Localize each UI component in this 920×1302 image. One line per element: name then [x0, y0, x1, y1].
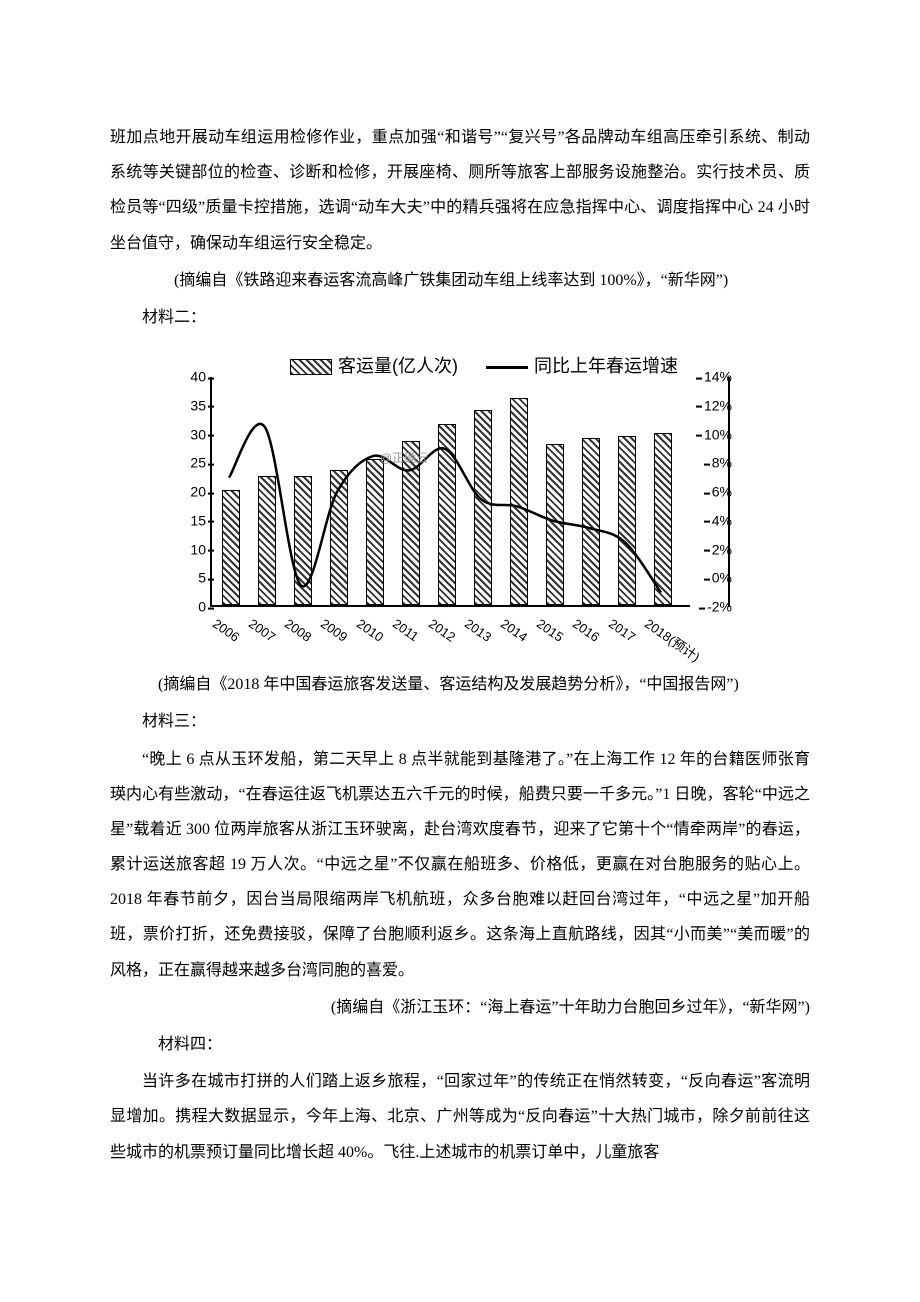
bar — [330, 470, 348, 605]
y2-tick: 6% — [712, 477, 732, 508]
bar — [222, 490, 240, 605]
y1-tick: 10 — [180, 534, 206, 565]
y2-tick: 2% — [712, 534, 732, 565]
watermark: @正确云 — [380, 445, 428, 471]
x-tick: 2012 — [422, 611, 462, 651]
y2-tick: 4% — [712, 505, 732, 536]
y1-tick: 0 — [180, 592, 206, 623]
x-tick: 2014 — [494, 611, 534, 651]
x-tick: 2009 — [314, 611, 354, 651]
y1-tick: 15 — [180, 505, 206, 536]
y1-tick: 25 — [180, 448, 206, 479]
chart-container: 客运量(亿人次) 同比上年春运增速 @正确云 0510152025303540 -… — [110, 337, 810, 667]
y2-tick: -2% — [707, 592, 732, 623]
y1-tick: 5 — [180, 563, 206, 594]
source-citation-2: (摘编自《2018 年中国春运旅客发送量、客运结构及发展趋势分析》，“中国报告网… — [110, 667, 810, 702]
y2-tick: 14% — [704, 362, 732, 393]
y1-tick: 30 — [180, 419, 206, 450]
bar — [582, 438, 600, 605]
bar — [618, 436, 636, 606]
y2-tick: 12% — [704, 390, 732, 421]
material-4-heading: 材料四： — [110, 1027, 810, 1062]
x-tick: 2017 — [602, 611, 642, 651]
x-tick: 2018(预计) — [638, 611, 706, 671]
y1-tick: 20 — [180, 477, 206, 508]
body-paragraph-1: 班加点地开展动车组运用检修作业，重点加强“和谐号”“复兴号”各品牌动车组高压牵引… — [110, 120, 810, 261]
bar — [438, 424, 456, 605]
y2-tick: 0% — [712, 563, 732, 594]
y2-tick: 8% — [712, 448, 732, 479]
bar — [654, 433, 672, 606]
bar — [366, 459, 384, 606]
material-2-heading: 材料二： — [110, 300, 810, 335]
x-tick: 2010 — [350, 611, 390, 651]
y2-tick: 10% — [704, 419, 732, 450]
y1-tick: 40 — [180, 362, 206, 393]
bar — [474, 410, 492, 606]
legend-line-label: 同比上年春运增速 — [534, 356, 678, 376]
x-tick: 2007 — [242, 611, 282, 651]
body-paragraph-4: 当许多在城市打拼的人们踏上返乡旅程，“回家过年”的传统正在悄然转变，“反向春运”… — [110, 1064, 810, 1170]
bar — [546, 444, 564, 605]
body-paragraph-3: “晚上 6 点从玉环发船，第二天早上 8 点半就能到基隆港了。”在上海工作 12… — [110, 742, 810, 988]
legend-line-swatch — [486, 366, 528, 369]
legend-bar-label: 客运量(亿人次) — [338, 356, 458, 376]
x-tick: 2006 — [206, 611, 246, 651]
x-tick: 2011 — [386, 611, 425, 650]
x-tick: 2008 — [278, 611, 318, 651]
bar-line-chart: 客运量(亿人次) 同比上年春运增速 @正确云 0510152025303540 -… — [170, 347, 730, 657]
source-citation-1: (摘编自《铁路迎来春运客流高峰广铁集团动车组上线率达到 100%》，“新华网”) — [110, 263, 810, 298]
material-3-heading: 材料三： — [110, 704, 810, 739]
x-tick: 2013 — [458, 611, 498, 651]
source-citation-3: (摘编自《浙江玉环：“海上春运”十年助力台胞回乡过年》，“新华网”) — [110, 990, 810, 1025]
plot-area — [210, 377, 690, 607]
x-tick: 2015 — [530, 611, 570, 651]
legend-bar-swatch — [290, 359, 332, 375]
y1-tick: 35 — [180, 390, 206, 421]
x-tick: 2016 — [566, 611, 606, 651]
bar — [258, 476, 276, 605]
bar — [294, 476, 312, 605]
bar — [510, 398, 528, 605]
